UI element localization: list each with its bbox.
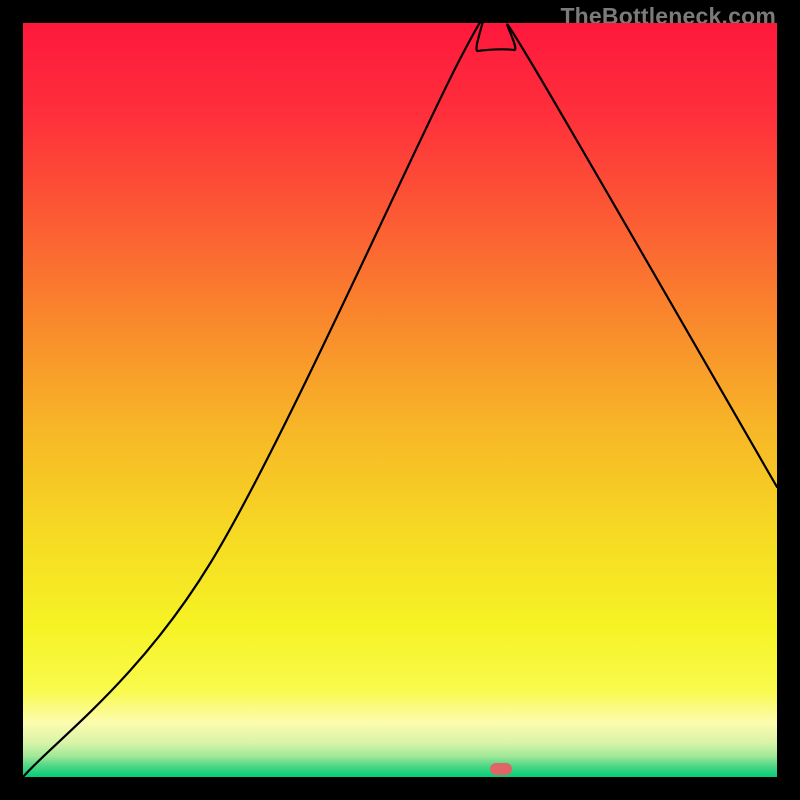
root-container: TheBottleneck.com xyxy=(0,0,800,800)
plot-svg xyxy=(23,23,777,777)
plot-area xyxy=(23,23,777,777)
optimum-marker xyxy=(490,763,512,775)
